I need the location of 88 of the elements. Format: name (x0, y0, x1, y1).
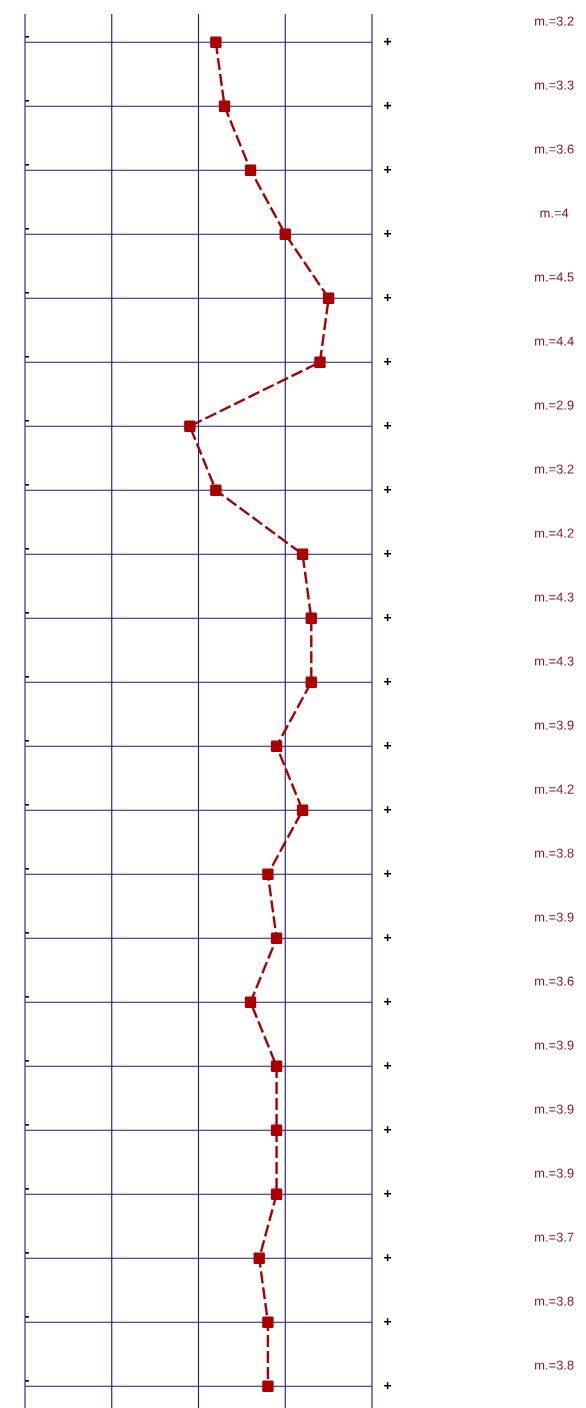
point (270, 1060, 283, 1072)
y-tick-label: - (25, 99, 29, 102)
text: + (384, 358, 392, 366)
point (262, 1316, 274, 1328)
y-tick-label: - (25, 611, 29, 614)
data-label: m.=4.3 (535, 656, 574, 666)
data-label: m.=4 (540, 208, 569, 218)
data-label: m.=3.6 (535, 976, 574, 986)
point (322, 292, 335, 304)
data-label: m.=4.5 (535, 272, 574, 282)
text: + (384, 806, 392, 814)
data-label: m.=4.3 (535, 592, 574, 602)
text: + (384, 294, 392, 302)
text: + (384, 678, 392, 686)
y-tick-label: - (25, 739, 29, 742)
point (184, 420, 196, 432)
data-label: m.=3.9 (535, 1040, 574, 1050)
point (270, 1124, 283, 1136)
text: + (384, 1382, 392, 1390)
point (244, 164, 257, 176)
text: + (384, 1062, 392, 1070)
data-label: m.=4.2 (535, 528, 574, 538)
point (244, 996, 257, 1008)
point (210, 36, 222, 48)
text: + (384, 230, 392, 238)
point (218, 100, 231, 112)
y-tick-label: - (25, 996, 29, 998)
y-tick-label: - (25, 419, 29, 422)
y-tick-label: - (25, 932, 29, 934)
y-tick-label: - (25, 547, 29, 550)
text: + (384, 1254, 392, 1262)
point (253, 1252, 265, 1264)
data-label: m.=3.2 (535, 16, 574, 26)
text: + (384, 486, 392, 494)
data-label: m.=3.9 (535, 1168, 574, 1178)
data-label: m.=4.2 (535, 784, 574, 794)
point (296, 548, 309, 560)
point (270, 1188, 283, 1200)
data-label: m.=3.9 (535, 912, 574, 922)
y-tick-label: - (25, 804, 29, 806)
point (279, 228, 291, 240)
y-tick-label: - (25, 355, 29, 358)
text: + (384, 102, 392, 110)
y-tick-label: - (25, 1316, 29, 1318)
y-tick-label: - (25, 1124, 29, 1126)
y-tick-label: - (25, 1380, 29, 1382)
y-tick-label: - (25, 163, 29, 166)
text: + (384, 38, 392, 46)
y-tick-label: - (25, 1060, 29, 1062)
text: + (384, 1318, 392, 1326)
y-tick-label: - (25, 675, 29, 678)
data-label: m.=3.3 (535, 80, 574, 90)
y-tick-label: - (25, 1188, 29, 1190)
text: + (384, 998, 392, 1006)
point (270, 932, 283, 944)
text: + (384, 742, 392, 750)
point (270, 740, 283, 752)
data-label: m.=3.9 (535, 720, 574, 730)
y-tick-label: - (25, 35, 29, 38)
data-label: m.=2.9 (535, 400, 574, 410)
y-tick-label: - (25, 483, 29, 486)
data-label: m.=3.8 (535, 848, 574, 858)
data-label: m.=3.9 (535, 1104, 574, 1114)
point (262, 868, 274, 880)
y-tick-label: - (25, 291, 29, 294)
data-label: m.=4.4 (535, 336, 574, 346)
point (305, 612, 317, 624)
text: + (384, 934, 392, 942)
data-label: m.=3.7 (535, 1232, 574, 1242)
point (262, 1380, 274, 1392)
text: + (384, 1190, 392, 1198)
point (305, 676, 317, 688)
data-label: m.=3.8 (535, 1296, 574, 1306)
point (296, 804, 309, 816)
text: + (384, 870, 392, 878)
data-label: m.=3.6 (535, 144, 574, 154)
y-tick-label: - (25, 227, 29, 230)
data-label: m.=3.8 (535, 1360, 574, 1370)
data-label: m.=3.2 (535, 464, 574, 474)
text: + (384, 1126, 392, 1134)
y-tick-label: - (25, 868, 29, 870)
y-tick-label: - (25, 1252, 29, 1254)
text: + (384, 422, 392, 430)
text: + (384, 166, 392, 174)
point (314, 356, 326, 368)
text: + (384, 614, 392, 622)
point (210, 484, 222, 496)
text: + (384, 550, 392, 558)
